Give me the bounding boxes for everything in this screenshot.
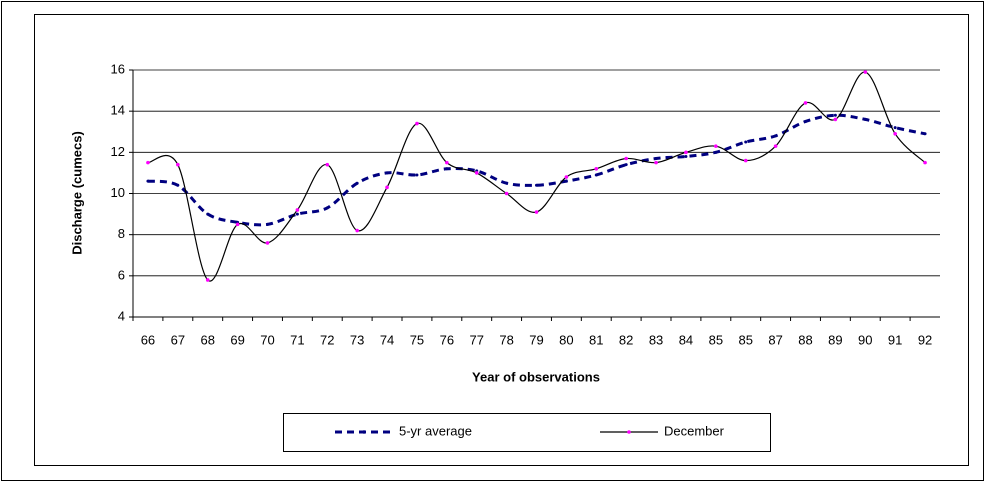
x-tick-label: 79: [529, 332, 543, 347]
x-tick-label: 76: [440, 332, 454, 347]
x-tick-label: 89: [828, 332, 842, 347]
x-tick-label: 77: [469, 332, 483, 347]
point: [684, 154, 688, 158]
point: [474, 171, 479, 175]
point: [206, 212, 210, 216]
point: [923, 132, 927, 136]
point: [624, 163, 628, 167]
point: [833, 117, 838, 122]
point: [235, 222, 240, 227]
y-tick-label: 16: [111, 61, 125, 76]
x-tick-label: 81: [589, 332, 603, 347]
x-tick-label: 71: [290, 332, 304, 347]
x-tick-label: 85: [738, 332, 752, 347]
point: [415, 173, 419, 177]
point: [176, 162, 180, 167]
x-tick-label: 91: [888, 332, 902, 347]
point: [833, 113, 837, 117]
x-tick-label: 72: [320, 332, 334, 347]
point: [505, 181, 509, 185]
y-axis-title: Discharge (cumecs): [69, 131, 84, 255]
point: [624, 156, 628, 161]
point: [385, 185, 389, 190]
line: [147, 113, 926, 227]
point: [564, 175, 569, 179]
chart-frame: [34, 14, 969, 466]
x-tick-label: 83: [649, 332, 663, 347]
point: [205, 278, 210, 282]
point: [743, 158, 748, 163]
y-tick-label: 6: [118, 267, 125, 282]
x-tick-label: 90: [858, 332, 872, 347]
x-tick-label: 87: [768, 332, 782, 347]
legend-label: 5-yr average: [399, 423, 472, 438]
point: [863, 117, 867, 121]
y-tick-label: 10: [111, 185, 125, 200]
point: [684, 150, 688, 155]
point: [146, 160, 150, 165]
point: [863, 70, 868, 74]
point: [295, 208, 300, 212]
point: [146, 179, 150, 183]
x-tick-label: 67: [171, 332, 185, 347]
x-axis-title: Year of observations: [472, 369, 600, 384]
x-tick-label: 84: [679, 332, 693, 347]
point: [325, 206, 329, 210]
point: [445, 160, 449, 165]
point: [445, 167, 449, 171]
point: [176, 183, 180, 187]
point: [654, 157, 658, 161]
point: [564, 179, 568, 183]
point: [355, 228, 359, 233]
x-tick-label: 68: [200, 332, 214, 347]
x-tick-label: 92: [918, 332, 932, 347]
point: [535, 183, 538, 187]
point: [265, 241, 270, 245]
x-tick-label: 78: [499, 332, 513, 347]
point: [295, 212, 299, 216]
x-tick-label: 75: [410, 332, 424, 347]
point: [744, 140, 748, 144]
x-tick-label: 85: [709, 332, 723, 347]
point: [325, 162, 330, 167]
point: [803, 101, 808, 105]
point: [923, 160, 927, 165]
point: [773, 144, 778, 148]
y-tick-label: 12: [111, 144, 125, 159]
y-tick-label: 4: [118, 308, 125, 323]
point: [714, 150, 718, 154]
point: [266, 222, 269, 226]
x-tick-label: 82: [619, 332, 633, 347]
point: [594, 173, 598, 177]
point: [594, 167, 599, 171]
legend-label: December: [664, 423, 725, 438]
x-tick-label: 66: [141, 332, 155, 347]
point: [534, 210, 539, 214]
point: [714, 144, 718, 148]
point: [804, 119, 807, 123]
point: [893, 126, 897, 130]
point: [893, 132, 897, 136]
point: [774, 134, 778, 138]
legend-marker: [627, 430, 631, 434]
x-tick-label: 80: [559, 332, 573, 347]
point: [355, 181, 359, 185]
point: [415, 121, 419, 126]
point: [504, 191, 509, 196]
y-tick-label: 8: [118, 226, 125, 241]
point: [654, 160, 658, 165]
point: [385, 171, 389, 175]
y-tick-label: 14: [111, 103, 125, 118]
legend-marker: [362, 430, 366, 434]
x-tick-label: 73: [350, 332, 364, 347]
x-tick-label: 74: [380, 332, 394, 347]
x-tick-label: 69: [230, 332, 244, 347]
x-tick-label: 70: [260, 332, 274, 347]
x-tick-label: 88: [798, 332, 812, 347]
